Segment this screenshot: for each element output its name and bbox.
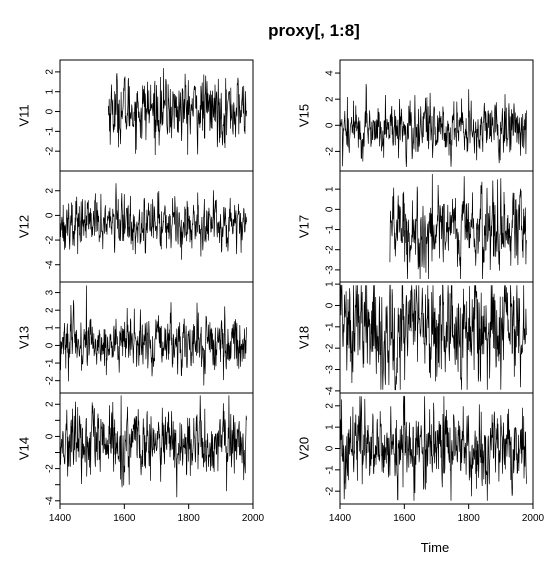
y-tick-label: -2 <box>325 486 336 495</box>
panel-label: V18 <box>296 326 311 349</box>
y-tick-label: 0 <box>325 122 336 128</box>
panel-v13: -2 -1 0 1 2 3 V13 <box>16 281 254 394</box>
y-tick-label: -1 <box>325 465 336 474</box>
panel-v18: -4 -3 -2 -1 0 1 V18 <box>296 281 534 395</box>
y-tick-label: -2 <box>325 343 336 352</box>
panel-label: V20 <box>296 437 311 460</box>
x-tick-label: 1800 <box>458 513 481 524</box>
y-tick-label: -2 <box>45 235 56 244</box>
y-tick-label: 1 <box>325 281 336 287</box>
y-tick-label: 2 <box>45 69 56 75</box>
y-tick-label: 4 <box>325 70 336 76</box>
y-tick-label: 2 <box>45 307 56 313</box>
series-line-v13 <box>59 285 247 386</box>
panel-frame <box>59 392 254 505</box>
y-tick-label: 3 <box>45 289 56 295</box>
y-tick-label: -2 <box>45 376 56 385</box>
series-line-v20 <box>339 395 527 501</box>
y-tick-label: 1 <box>325 186 336 192</box>
y-tick-label: 1 <box>45 88 56 94</box>
y-tick-label: 0 <box>325 206 336 212</box>
y-tick-label: -1 <box>45 358 56 367</box>
figure-title: proxy[, 1:8] <box>268 21 360 40</box>
y-tick-label: 1 <box>325 424 336 430</box>
x-tick-label: 2000 <box>522 513 545 524</box>
x-tick-label: 1600 <box>113 513 136 524</box>
panels: -2 -1 0 1 2 V11 -4 -2 0 2 V12 -2 -1 0 1 2 3 V13 -4 -2 0 2 V14 1… <box>16 59 545 524</box>
panel-v14: -4 -2 0 2 V14 1400 1600 1800 2000 <box>16 392 265 524</box>
panel-v17: -3 -2 -1 0 1 V17 <box>296 170 534 283</box>
y-tick-label: 2 <box>325 403 336 409</box>
y-tick-label: -3 <box>325 265 336 274</box>
y-tick-label: -2 <box>45 146 56 155</box>
panel-label: V12 <box>16 215 31 238</box>
series-line-v11 <box>107 68 247 156</box>
panel-label: V11 <box>16 104 31 126</box>
y-tick-label: -4 <box>45 496 56 505</box>
y-tick-label: 0 <box>45 433 56 439</box>
x-tick-label: 1400 <box>329 513 352 524</box>
y-tick-label: 2 <box>325 96 336 102</box>
panel-label: V13 <box>16 326 31 349</box>
y-tick-label: -2 <box>45 464 56 473</box>
y-tick-label: 2 <box>45 188 56 194</box>
x-tick-label: 1600 <box>393 513 416 524</box>
y-tick-label: 0 <box>45 212 56 218</box>
panel-v20: -2 -1 0 1 2 V20 1400 1600 1800 2000 <box>296 392 545 524</box>
series-line-v14 <box>59 395 247 498</box>
series-line-v17 <box>389 173 527 280</box>
series-line-v12 <box>59 183 247 260</box>
y-tick-label: -2 <box>325 245 336 254</box>
y-tick-label: -4 <box>325 386 336 395</box>
y-tick-label: 0 <box>325 445 336 451</box>
panel-v11: -2 -1 0 1 2 V11 <box>16 59 254 172</box>
y-tick-label: 2 <box>45 401 56 407</box>
y-tick-label: -4 <box>45 260 56 269</box>
panel-label: V14 <box>16 437 31 460</box>
x-tick-label: 1400 <box>49 513 72 524</box>
panel-v15: -2 0 2 4 V15 <box>296 59 534 172</box>
y-tick-label: -1 <box>45 126 56 135</box>
x-axis-label: Time <box>421 540 449 555</box>
y-tick-label: -3 <box>325 365 336 374</box>
panel-v12: -4 -2 0 2 V12 <box>16 170 254 283</box>
y-tick-label: -1 <box>325 322 336 331</box>
panel-label: V15 <box>296 104 311 127</box>
series-line-v15 <box>339 83 527 168</box>
x-tick-label: 2000 <box>242 513 265 524</box>
y-tick-label: -1 <box>325 225 336 234</box>
series-line-v18 <box>339 284 527 391</box>
panel-label: V17 <box>296 215 311 238</box>
y-tick-label: -2 <box>325 147 336 156</box>
y-tick-label: 0 <box>45 108 56 114</box>
y-tick-label: 0 <box>45 342 56 348</box>
y-tick-label: 1 <box>45 325 56 331</box>
y-tick-label: 0 <box>325 302 336 308</box>
x-tick-label: 1800 <box>178 513 201 524</box>
